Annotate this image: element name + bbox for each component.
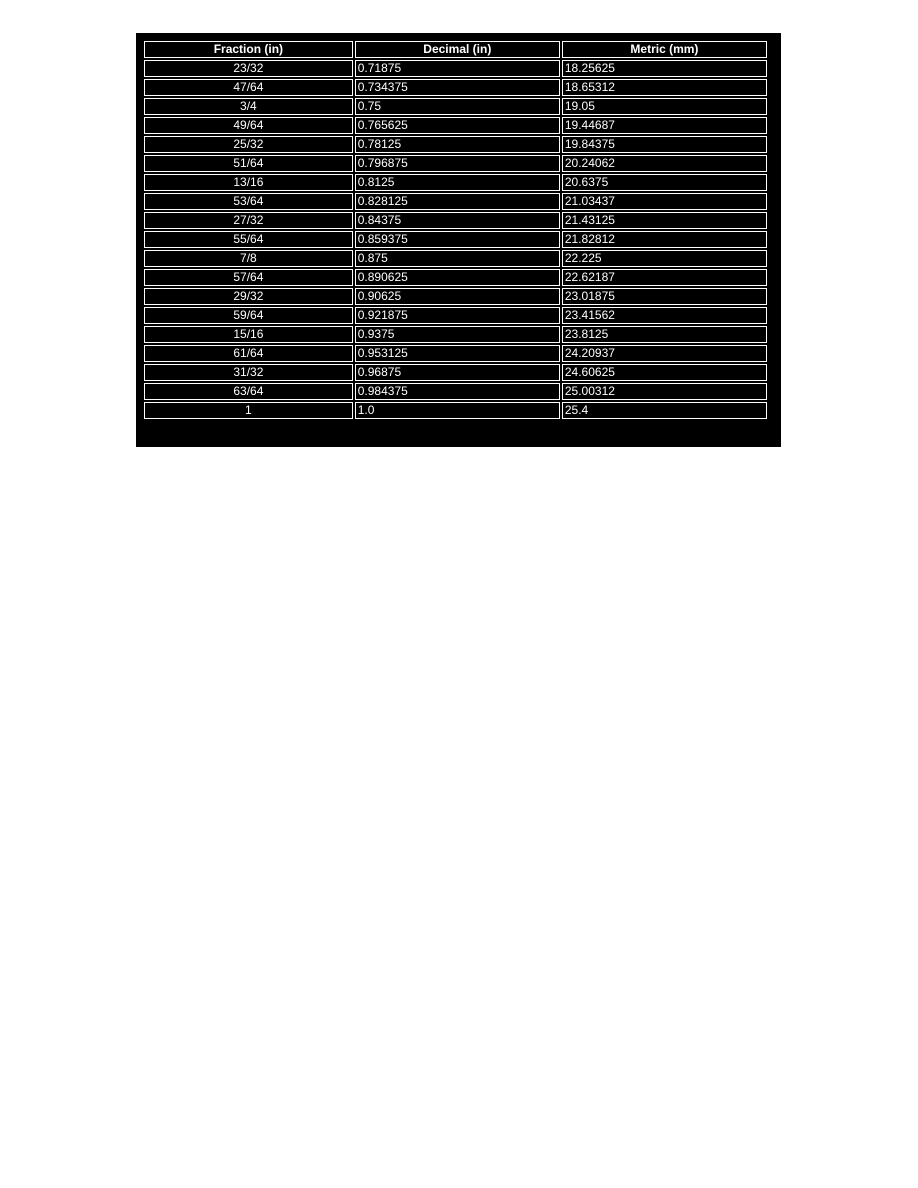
cell-decimal: 0.796875 bbox=[354, 155, 560, 172]
cell-fraction: 61/64 bbox=[144, 345, 353, 362]
cell-decimal: 0.96875 bbox=[354, 364, 560, 381]
cell-metric: 21.03437 bbox=[561, 193, 767, 210]
cell-fraction: 25/32 bbox=[144, 136, 353, 153]
cell-metric: 25.00312 bbox=[561, 383, 767, 400]
cell-decimal: 0.875 bbox=[354, 250, 560, 267]
cell-fraction: 27/32 bbox=[144, 212, 353, 229]
conversion-table-container: Fraction (in) Decimal (in) Metric (mm) 2… bbox=[136, 33, 781, 447]
table-row: 27/32 0.84375 21.43125 bbox=[144, 212, 767, 229]
cell-metric: 24.20937 bbox=[561, 345, 767, 362]
cell-metric: 22.225 bbox=[561, 250, 767, 267]
table-row: 47/64 0.734375 18.65312 bbox=[144, 79, 767, 96]
cell-metric: 23.01875 bbox=[561, 288, 767, 305]
cell-metric: 19.05 bbox=[561, 98, 767, 115]
cell-decimal: 0.9375 bbox=[354, 326, 560, 343]
cell-decimal: 0.78125 bbox=[354, 136, 560, 153]
cell-decimal: 0.921875 bbox=[354, 307, 560, 324]
table-row: 53/64 0.828125 21.03437 bbox=[144, 193, 767, 210]
cell-fraction: 13/16 bbox=[144, 174, 353, 191]
cell-metric: 19.84375 bbox=[561, 136, 767, 153]
cell-metric: 25.4 bbox=[561, 402, 767, 419]
header-fraction: Fraction (in) bbox=[144, 41, 353, 58]
cell-decimal: 0.859375 bbox=[354, 231, 560, 248]
table-row: 55/64 0.859375 21.82812 bbox=[144, 231, 767, 248]
cell-metric: 21.82812 bbox=[561, 231, 767, 248]
cell-fraction: 7/8 bbox=[144, 250, 353, 267]
cell-decimal: 0.84375 bbox=[354, 212, 560, 229]
cell-fraction: 53/64 bbox=[144, 193, 353, 210]
cell-metric: 20.6375 bbox=[561, 174, 767, 191]
cell-decimal: 0.984375 bbox=[354, 383, 560, 400]
cell-decimal: 0.890625 bbox=[354, 269, 560, 286]
table-row: 59/64 0.921875 23.41562 bbox=[144, 307, 767, 324]
cell-fraction: 63/64 bbox=[144, 383, 353, 400]
cell-decimal: 0.90625 bbox=[354, 288, 560, 305]
cell-fraction: 1 bbox=[144, 402, 353, 419]
header-metric: Metric (mm) bbox=[561, 41, 767, 58]
header-decimal: Decimal (in) bbox=[354, 41, 560, 58]
table-row: 29/32 0.90625 23.01875 bbox=[144, 288, 767, 305]
cell-metric: 19.44687 bbox=[561, 117, 767, 134]
table-row: 31/32 0.96875 24.60625 bbox=[144, 364, 767, 381]
table-row: 3/4 0.75 19.05 bbox=[144, 98, 767, 115]
cell-decimal: 0.8125 bbox=[354, 174, 560, 191]
cell-fraction: 3/4 bbox=[144, 98, 353, 115]
cell-fraction: 55/64 bbox=[144, 231, 353, 248]
cell-fraction: 59/64 bbox=[144, 307, 353, 324]
cell-fraction: 47/64 bbox=[144, 79, 353, 96]
table-row: 61/64 0.953125 24.20937 bbox=[144, 345, 767, 362]
cell-fraction: 49/64 bbox=[144, 117, 353, 134]
header-row: Fraction (in) Decimal (in) Metric (mm) bbox=[144, 41, 767, 58]
cell-metric: 18.25625 bbox=[561, 60, 767, 77]
table-row: 49/64 0.765625 19.44687 bbox=[144, 117, 767, 134]
cell-fraction: 23/32 bbox=[144, 60, 353, 77]
cell-decimal: 0.71875 bbox=[354, 60, 560, 77]
cell-metric: 18.65312 bbox=[561, 79, 767, 96]
cell-metric: 24.60625 bbox=[561, 364, 767, 381]
table-row: 15/16 0.9375 23.8125 bbox=[144, 326, 767, 343]
cell-decimal: 1.0 bbox=[354, 402, 560, 419]
cell-metric: 20.24062 bbox=[561, 155, 767, 172]
conversion-table: Fraction (in) Decimal (in) Metric (mm) 2… bbox=[142, 39, 769, 421]
table-row: 1 1.0 25.4 bbox=[144, 402, 767, 419]
table-row: 51/64 0.796875 20.24062 bbox=[144, 155, 767, 172]
cell-decimal: 0.765625 bbox=[354, 117, 560, 134]
cell-metric: 23.41562 bbox=[561, 307, 767, 324]
table-row: 23/32 0.71875 18.25625 bbox=[144, 60, 767, 77]
cell-fraction: 57/64 bbox=[144, 269, 353, 286]
cell-fraction: 15/16 bbox=[144, 326, 353, 343]
cell-fraction: 29/32 bbox=[144, 288, 353, 305]
table-row: 25/32 0.78125 19.84375 bbox=[144, 136, 767, 153]
table-row: 13/16 0.8125 20.6375 bbox=[144, 174, 767, 191]
table-row: 63/64 0.984375 25.00312 bbox=[144, 383, 767, 400]
cell-decimal: 0.828125 bbox=[354, 193, 560, 210]
cell-decimal: 0.734375 bbox=[354, 79, 560, 96]
cell-metric: 21.43125 bbox=[561, 212, 767, 229]
cell-metric: 22.62187 bbox=[561, 269, 767, 286]
table-row: 57/64 0.890625 22.62187 bbox=[144, 269, 767, 286]
cell-fraction: 31/32 bbox=[144, 364, 353, 381]
cell-decimal: 0.75 bbox=[354, 98, 560, 115]
cell-metric: 23.8125 bbox=[561, 326, 767, 343]
cell-decimal: 0.953125 bbox=[354, 345, 560, 362]
cell-fraction: 51/64 bbox=[144, 155, 353, 172]
table-row: 7/8 0.875 22.225 bbox=[144, 250, 767, 267]
